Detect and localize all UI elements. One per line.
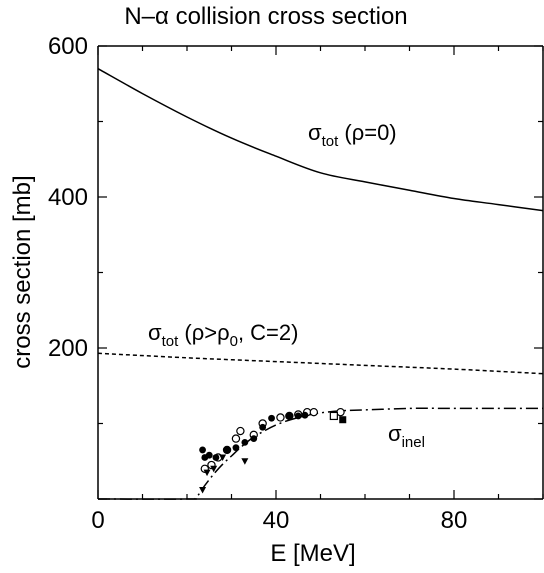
x-axis-label: E [MeV] [270,540,355,567]
filled-circle-point [250,435,258,442]
axis-ticks: 200 400 600 0 40 80 [48,33,544,534]
filled-circle-point [301,411,309,419]
filled-circle-point [285,412,293,420]
series-line-0 [97,68,544,212]
filled-circle-point [294,412,302,420]
filled-circle-point [232,444,240,452]
filled-square-point [339,416,347,424]
open-circle-point [236,426,245,436]
annotation-sigma-tot-medium: σtot (ρ>ρ0, C=2) [148,320,298,350]
series-line-2 [97,407,543,500]
y-tick-label: 200 [48,335,88,362]
filled-triangle-point [203,469,211,477]
y-tick-label: 400 [48,184,88,211]
series-line-1 [97,352,544,375]
y-tick-label: 600 [48,33,88,60]
chart-title: N–α collision cross section [124,3,407,30]
filled-triangle-point [241,458,249,465]
filled-circle-point [268,414,275,422]
open-square-point [329,411,338,421]
filled-triangle-point [210,465,218,473]
data-points [199,407,347,494]
filled-circle-point [223,446,231,454]
x-tick-label: 80 [441,507,468,534]
annotation-sigma-tot: σtot (ρ=0) [308,120,397,150]
axes-frame [97,45,544,500]
filled-circle-point [205,451,213,459]
open-circle-point [231,434,241,443]
filled-circle-point [259,423,267,431]
filled-circle-point [241,438,249,446]
annotation-sigma-inel: σinel [388,421,425,451]
filled-triangle-point [199,486,207,494]
y-axis-label: cross section [mb] [9,175,36,368]
filled-circle-point [212,454,220,461]
x-tick-label: 40 [263,507,290,534]
filled-triangle-point [219,454,227,461]
x-tick-label: 0 [91,507,104,534]
filled-circle-point [199,446,206,454]
open-circle-point [276,413,285,422]
open-circle-point [309,407,319,417]
open-circle-point [336,407,345,417]
